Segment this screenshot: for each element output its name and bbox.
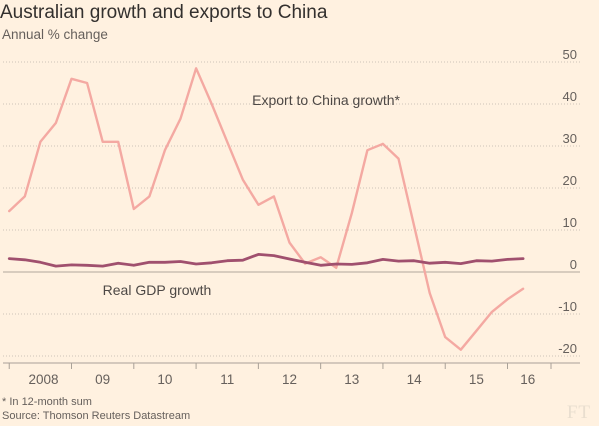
y-tick-label: 20: [563, 173, 577, 188]
annotation-export-label: Export to China growth*: [252, 92, 400, 108]
footnote: * In 12-month sum: [2, 396, 92, 408]
x-tick-label: 11: [220, 372, 234, 387]
y-tick-label: 0: [570, 257, 577, 272]
y-tick-label: 10: [563, 215, 577, 230]
x-tick-label: 15: [469, 372, 484, 387]
series-line-exports: [7, 67, 525, 351]
y-tick-label: -10: [558, 299, 577, 314]
x-tick-label: 13: [344, 372, 359, 387]
y-tick-label: 40: [563, 89, 577, 104]
ft-logo: FT: [566, 402, 591, 423]
x-tick-label: 14: [407, 372, 423, 387]
x-tick-label: 09: [95, 372, 110, 387]
x-tick-label: 16: [520, 372, 535, 387]
series-line-gdp: [7, 252, 525, 268]
x-tick-label: 2008: [28, 372, 58, 387]
chart-title: Australian growth and exports to China: [0, 2, 328, 23]
y-tick-label: -20: [558, 341, 577, 356]
x-tick-label: 12: [282, 372, 297, 387]
y-tick-label: 50: [563, 47, 577, 62]
y-tick-label: 30: [563, 131, 577, 146]
chart-subtitle: Annual % change: [2, 27, 108, 42]
annotation-gdp-label: Real GDP growth: [103, 282, 212, 298]
x-tick-label: 10: [157, 372, 172, 387]
source-note: Source: Thomson Reuters Datastream: [2, 410, 191, 422]
